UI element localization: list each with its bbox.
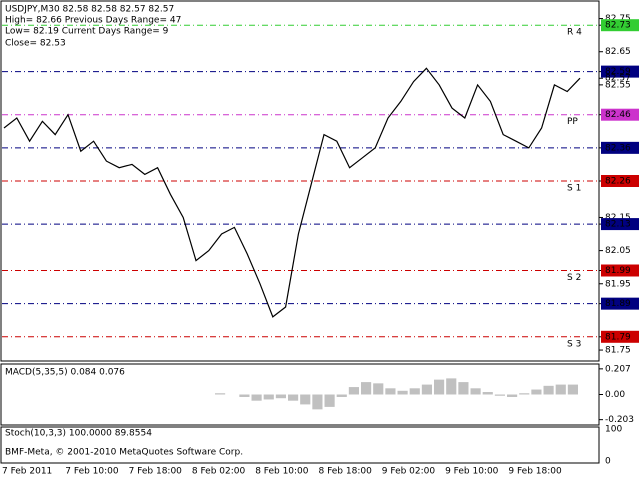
price-highlight: [601, 175, 639, 187]
y-tick-label: 81.99: [605, 266, 631, 276]
price-line: [3, 67, 581, 318]
macd-bar: [336, 394, 347, 397]
macd-bar: [543, 385, 554, 395]
macd-bar: [409, 388, 420, 395]
pivot-label: S 3: [567, 339, 581, 349]
macd-bar: [531, 389, 542, 395]
macd-bar: [361, 382, 372, 395]
macd-bar: [385, 388, 396, 395]
y-tick-label: 82.59: [605, 67, 631, 77]
y-tick-label: 82.26: [605, 177, 631, 187]
y-tick-label: 82.75: [605, 14, 631, 24]
y-tick-label: 0.207: [605, 364, 631, 374]
copyright: BMF-Meta, © 2001-2010 MetaQuotes Softwar…: [5, 448, 243, 458]
x-tick-label: 8 Feb 10:00: [255, 467, 309, 477]
macd-bar: [482, 392, 493, 395]
x-tick-label: 8 Feb 18:00: [319, 467, 373, 477]
stoch-label: Stoch(10,3,3) 100.0000 89.8554: [5, 429, 152, 439]
y-tick-label: 81.95: [605, 279, 631, 289]
macd-bar: [275, 394, 286, 399]
macd-bar: [263, 394, 274, 400]
macd-bar: [421, 384, 432, 395]
macd-bar: [312, 394, 323, 410]
price-highlight: [601, 141, 639, 154]
price-highlight: [601, 65, 639, 78]
macd-bar: [251, 394, 262, 401]
y-tick-label: 81.75: [605, 346, 631, 356]
x-tick-label: 7 Feb 18:00: [129, 467, 183, 477]
x-tick-label: 7 Feb 10:00: [65, 467, 119, 477]
macd-bar: [519, 393, 530, 395]
y-tick-label: 81.79: [605, 332, 631, 342]
stoch-panel: [0, 426, 600, 464]
y-tick-label: 82.55: [605, 80, 631, 90]
y-tick-label: 82.46: [605, 110, 631, 120]
macd-bar: [324, 394, 335, 407]
x-tick-label: 9 Feb 18:00: [508, 467, 562, 477]
macd-bar: [470, 388, 481, 395]
macd-bar: [446, 378, 457, 395]
pivot-label: R 4: [567, 28, 582, 38]
y-tick-label: 82.15: [605, 213, 631, 223]
info-line: Close= 82.53: [5, 39, 66, 49]
macd-bar: [239, 394, 250, 397]
y-tick-label: 82.13: [605, 220, 631, 230]
price-highlight: [601, 108, 639, 121]
y-tick-label: 81.89: [605, 299, 631, 309]
macd-bar: [215, 393, 226, 395]
x-tick-label: 9 Feb 02:00: [382, 467, 436, 477]
macd-bar: [434, 379, 445, 395]
macd-bar: [288, 394, 299, 401]
y-tick-label: -0.203: [605, 415, 634, 425]
macd-label: MACD(5,35,5) 0.084 0.076: [5, 368, 125, 378]
y-tick-label: 82.36: [605, 143, 631, 153]
price-highlight: [601, 19, 639, 32]
info-line: High= 82.66 Previous Days Range= 47: [5, 16, 181, 26]
price-highlight: [601, 264, 639, 277]
x-tick-label: 7 Feb 2011: [2, 467, 52, 477]
y-tick-label: 0: [605, 457, 611, 467]
macd-bar: [555, 384, 566, 395]
price-highlight: [601, 330, 639, 343]
macd-bar: [567, 384, 578, 395]
y-tick-label: 0.00: [605, 390, 625, 400]
y-tick-label: 82.73: [605, 21, 631, 31]
y-tick-label: 82.57: [605, 74, 631, 84]
price-highlight: [601, 218, 639, 231]
pivot-label: S 2: [567, 273, 581, 283]
x-tick-label: 8 Feb 02:00: [192, 467, 246, 477]
x-tick-label: 9 Feb 10:00: [445, 467, 499, 477]
macd-bar: [348, 387, 359, 395]
macd-bar: [507, 394, 518, 397]
macd-bar: [373, 383, 384, 395]
price-highlight: [601, 297, 639, 310]
y-tick-label: 82.65: [605, 47, 631, 57]
y-tick-label: 82.05: [605, 246, 631, 256]
symbol-line: USDJPY,M30 82.58 82.58 82.57 82.57: [5, 5, 174, 15]
pivot-label: PP: [567, 117, 578, 127]
y-tick-label: 100: [605, 425, 622, 435]
macd-bar: [397, 390, 408, 395]
macd-bar: [300, 394, 311, 405]
macd-bar: [458, 382, 469, 395]
pivot-label: S 1: [567, 184, 581, 194]
info-line: Low= 82.19 Current Days Range= 9: [5, 27, 169, 37]
macd-bar: [494, 394, 505, 396]
